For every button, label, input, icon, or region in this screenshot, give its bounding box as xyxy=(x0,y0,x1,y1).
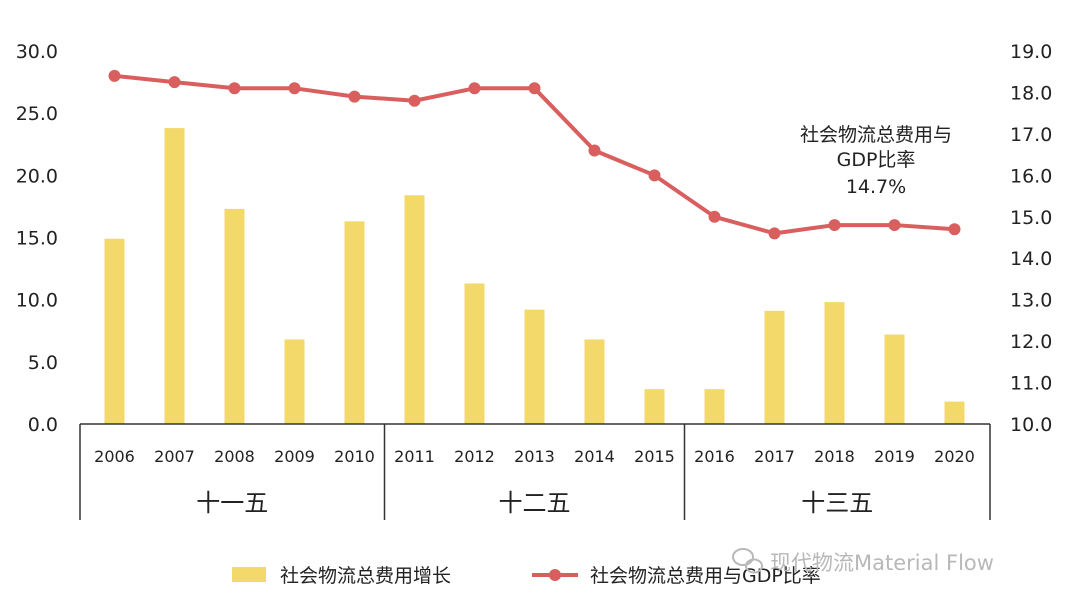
bar-2010 xyxy=(344,221,365,424)
bar-2011 xyxy=(404,195,425,424)
y-left-tick-label: 15.0 xyxy=(16,228,58,250)
y-left-tick-label: 25.0 xyxy=(16,103,58,125)
bar-2007 xyxy=(164,128,185,424)
bar-2014 xyxy=(584,339,605,424)
bar-2012 xyxy=(464,283,485,424)
y-right-tick-label: 12.0 xyxy=(1010,331,1052,353)
ratio-point-2014 xyxy=(588,144,601,157)
annotation-line-3: 14.7% xyxy=(846,176,906,198)
y-axis-right-ticks: 19.0 18.0 17.0 16.0 15.0 14.0 13.0 12.0 11.0 10.0 xyxy=(1010,41,1052,436)
legend-line-marker xyxy=(549,569,561,581)
x-tick-label: 2010 xyxy=(334,447,375,466)
y-right-tick-label: 19.0 xyxy=(1010,41,1052,63)
y-left-tick-label: 20.0 xyxy=(16,165,58,187)
bar-2013 xyxy=(524,309,545,424)
ratio-point-2019 xyxy=(888,219,901,232)
x-tick-label: 2017 xyxy=(754,447,795,466)
x-tick-label: 2013 xyxy=(514,447,555,466)
bar-2015 xyxy=(644,389,665,424)
group-label: 十二五 xyxy=(499,489,571,517)
x-axis: 2006 2007 2008 2009 2010 2011 2012 2013 2014 2015… xyxy=(79,423,991,520)
x-tick-label: 2012 xyxy=(454,447,495,466)
y-right-tick-label: 18.0 xyxy=(1010,82,1052,104)
x-tick-label: 2008 xyxy=(214,447,255,466)
y-left-tick-label: 30.0 xyxy=(16,41,58,63)
group-label: 十三五 xyxy=(801,489,873,517)
ratio-point-2013 xyxy=(528,82,541,95)
annotation-line-1: 社会物流总费用与 xyxy=(800,124,952,146)
x-tick-label: 2020 xyxy=(934,447,975,466)
legend-bar-swatch xyxy=(232,567,266,582)
line-series xyxy=(108,69,961,240)
wechat-icon xyxy=(732,548,763,574)
y-left-tick-label: 0.0 xyxy=(28,414,58,436)
x-tick-label: 2019 xyxy=(874,447,915,466)
bar-2009 xyxy=(284,339,305,424)
y-left-tick-label: 10.0 xyxy=(16,290,58,312)
ratio-point-2017 xyxy=(768,227,781,240)
y-right-tick-label: 14.0 xyxy=(1010,248,1052,270)
ratio-point-2015 xyxy=(648,169,661,182)
legend-bar-label: 社会物流总费用增长 xyxy=(280,565,451,587)
x-tick-label: 2009 xyxy=(274,447,315,466)
ratio-point-2007 xyxy=(168,76,181,89)
ratio-point-2012 xyxy=(468,82,481,95)
bar-2020 xyxy=(944,401,965,424)
watermark: 现代物流Material Flow xyxy=(732,548,994,575)
ratio-point-2018 xyxy=(828,219,841,232)
x-tick-label: 2018 xyxy=(814,447,855,466)
ratio-point-2010 xyxy=(348,90,361,103)
bar-2006 xyxy=(104,238,125,424)
bar-2018 xyxy=(824,302,845,424)
y-right-tick-label: 17.0 xyxy=(1010,124,1052,146)
group-label: 十一五 xyxy=(196,489,268,517)
x-tick-label: 2016 xyxy=(694,447,735,466)
bar-2017 xyxy=(764,310,785,424)
x-tick-label: 2015 xyxy=(634,447,675,466)
watermark-text: 现代物流Material Flow xyxy=(770,551,994,575)
x-tick-label: 2011 xyxy=(394,447,435,466)
y-left-tick-label: 5.0 xyxy=(28,352,58,374)
y-right-tick-label: 10.0 xyxy=(1010,414,1052,436)
y-right-tick-label: 11.0 xyxy=(1010,373,1052,395)
x-tick-label: 2007 xyxy=(154,447,195,466)
legend: 社会物流总费用增长 社会物流总费用与GDP比率 xyxy=(232,565,821,587)
y-right-tick-label: 13.0 xyxy=(1010,290,1052,312)
ratio-point-2011 xyxy=(408,94,421,107)
x-tick-label: 2006 xyxy=(94,447,135,466)
annotation-line-2: GDP比率 xyxy=(837,149,916,171)
ratio-point-2020 xyxy=(948,223,961,236)
y-axis-left-ticks: 30.0 25.0 20.0 15.0 10.0 5.0 0.0 xyxy=(16,41,58,436)
legend-line-label: 社会物流总费用与GDP比率 xyxy=(590,565,821,587)
bar-2016 xyxy=(704,389,725,424)
y-right-tick-label: 16.0 xyxy=(1010,165,1052,187)
x-tick-label: 2014 xyxy=(574,447,615,466)
bar-2019 xyxy=(884,334,905,424)
ratio-point-2016 xyxy=(708,210,721,223)
bar-2008 xyxy=(224,208,245,424)
bar-series xyxy=(104,128,965,424)
ratio-point-2006 xyxy=(108,69,121,82)
ratio-point-2009 xyxy=(288,82,301,95)
ratio-point-2008 xyxy=(228,82,241,95)
y-right-tick-label: 15.0 xyxy=(1010,207,1052,229)
